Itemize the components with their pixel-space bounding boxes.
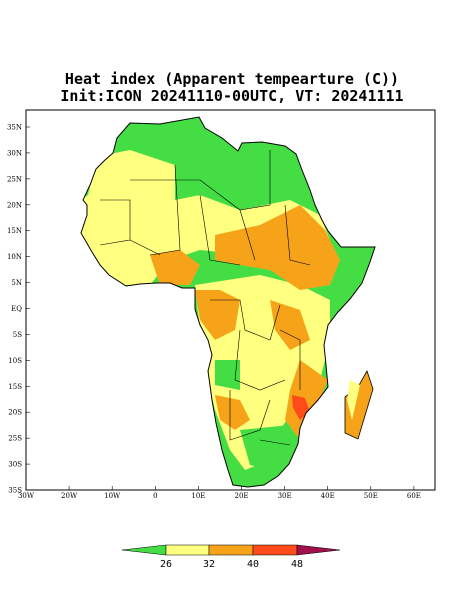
title: Heat index (Apparent tempearture (C)) — [65, 70, 399, 88]
lon-label: 30E — [278, 492, 292, 500]
madagascar-west — [347, 380, 360, 420]
lat-label: 15N — [7, 227, 22, 235]
colorbar-label: 32 — [203, 559, 215, 570]
lat-label: 5S — [13, 331, 22, 339]
colorbar-label: 26 — [160, 559, 172, 570]
colorbar-low — [121, 544, 167, 556]
colorbar-label: 48 — [291, 559, 303, 570]
lon-label: 20W — [61, 492, 78, 500]
colorbar-label: 40 — [247, 559, 259, 570]
lat-label: 35N — [7, 124, 22, 132]
borders — [99, 150, 311, 446]
lat-label: 30S — [8, 461, 22, 469]
colorbar-bin — [208, 544, 254, 556]
lat-label: 35S — [8, 487, 22, 495]
lon-label: 20E — [234, 492, 248, 500]
colorbar-high — [296, 544, 341, 556]
lon-label: 60E — [407, 492, 421, 500]
colorbar-bin — [165, 544, 210, 556]
colorbar — [121, 544, 341, 556]
lon-label: 50E — [364, 492, 378, 500]
lat-label: 5N — [11, 279, 22, 287]
lat-label: EQ — [11, 305, 22, 313]
subtitle: Init:ICON 20241110-00UTC, VT: 20241111 — [60, 87, 403, 105]
lat-label: 25N — [7, 175, 22, 183]
lat-label: 10S — [8, 357, 22, 365]
lat-label: 20N — [7, 201, 22, 209]
lat-label: 20S — [8, 409, 22, 417]
lon-label: 30W — [18, 492, 35, 500]
lon-label: 40E — [321, 492, 335, 500]
lon-label: 0 — [153, 492, 157, 500]
lat-label: 15S — [8, 383, 22, 391]
lat-label: 10N — [7, 253, 22, 261]
lon-label: 10W — [104, 492, 121, 500]
lat-label: 30N — [7, 149, 22, 157]
lat-label: 25S — [8, 435, 22, 443]
lon-label: 10E — [191, 492, 205, 500]
colorbar-bin — [252, 544, 298, 556]
